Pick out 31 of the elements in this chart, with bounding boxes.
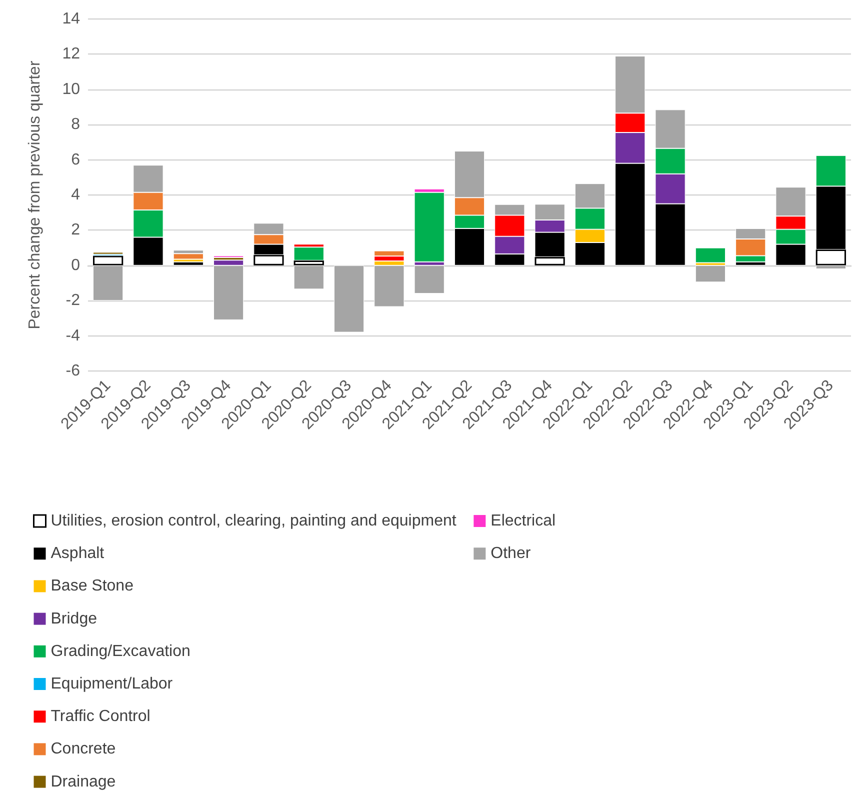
bar [695, 248, 726, 263]
legend-label: Equipment/Labor [50, 676, 174, 692]
y-tick-label: -6 [66, 362, 80, 380]
legend-label: Electrical [490, 512, 556, 530]
bar [414, 265, 444, 294]
legend-label: Asphalt [50, 545, 105, 562]
legend-label: Drainage [50, 773, 116, 790]
y-tick-label: 2 [71, 222, 80, 239]
y-tick-label: 8 [71, 116, 80, 134]
bar [414, 192, 444, 262]
bar [173, 262, 204, 266]
legend-label: Concrete [50, 740, 116, 758]
y-tick-label: 10 [62, 80, 80, 98]
legend-label: Utilities, erosion control, clearing, painting and equipment [50, 512, 457, 530]
legend-label: Traffic Control [50, 708, 150, 726]
y-tick-label: 6 [71, 151, 80, 168]
y-tick-label: -4 [66, 327, 80, 344]
y-tick-label: 12 [62, 46, 80, 63]
y-tick-label: 0 [71, 256, 80, 274]
bar [374, 265, 404, 307]
legend-label: Bridge [50, 610, 98, 628]
legend-label: Grading/Excavation [50, 642, 190, 660]
legend-label: Base Stone [50, 578, 134, 595]
bar [334, 265, 364, 332]
y-tick-label: -2 [66, 292, 80, 310]
y-tick-label: 4 [71, 186, 80, 204]
y-tick-label: 14 [62, 10, 80, 28]
bar [695, 265, 726, 282]
bar [173, 254, 204, 260]
y-axis-title: Percent change from previous quarter [26, 60, 44, 330]
legend-label: Other [490, 545, 532, 562]
